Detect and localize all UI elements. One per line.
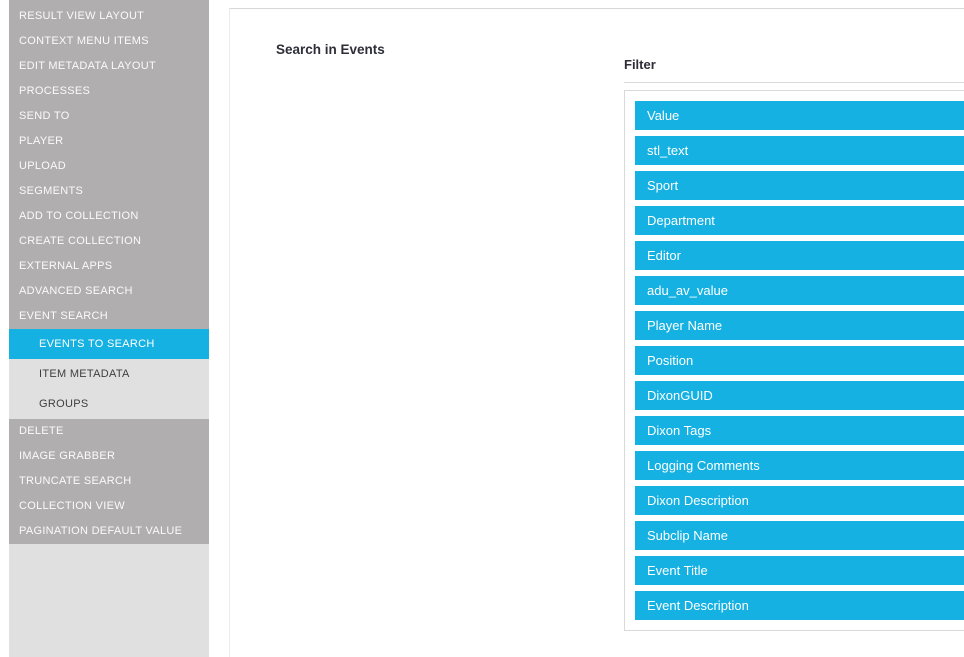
filter-label: Filter bbox=[624, 57, 656, 72]
filter-option-player-name[interactable]: Player Name bbox=[635, 311, 964, 340]
sidebar-item-delete[interactable]: DELETE bbox=[19, 425, 64, 437]
filter-option-adu-av-value[interactable]: adu_av_value bbox=[635, 276, 964, 305]
sidebar-subitem-events-to-search[interactable]: EVENTS TO SEARCH bbox=[9, 329, 209, 359]
sidebar-item-upload[interactable]: UPLOAD bbox=[19, 160, 67, 172]
sidebar-item-image-grabber[interactable]: IMAGE GRABBER bbox=[19, 450, 116, 462]
filter-option-department[interactable]: Department bbox=[635, 206, 964, 235]
sidebar-item-result-view-layout[interactable]: RESULT VIEW LAYOUT bbox=[19, 10, 145, 22]
section-title-search-in-events: Search in Events bbox=[276, 42, 385, 57]
sidebar-item-add-to-collection[interactable]: ADD TO COLLECTION bbox=[19, 210, 139, 222]
sidebar-section-bottom: DELETE IMAGE GRABBER TRUNCATE SEARCH COL… bbox=[9, 419, 209, 544]
filter-option-logging-comments[interactable]: Logging Comments bbox=[635, 451, 964, 480]
sidebar-item-event-search[interactable]: EVENT SEARCH bbox=[19, 310, 108, 322]
sidebar-item-player[interactable]: PLAYER bbox=[19, 135, 64, 147]
filter-section: Filter Value stl_text Sport Department E… bbox=[624, 9, 964, 657]
sidebar-item-advanced-search[interactable]: ADVANCED SEARCH bbox=[19, 285, 133, 297]
sidebar-item-segments[interactable]: SEGMENTS bbox=[19, 185, 84, 197]
filter-option-dixon-description[interactable]: Dixon Description bbox=[635, 486, 964, 515]
filter-option-dixon-tags[interactable]: Dixon Tags bbox=[635, 416, 964, 445]
sidebar-item-create-collection[interactable]: CREATE COLLECTION bbox=[19, 235, 142, 247]
sidebar-item-edit-metadata-layout[interactable]: EDIT METADATA LAYOUT bbox=[19, 60, 157, 72]
sidebar-item-context-menu-items[interactable]: CONTEXT MENU ITEMS bbox=[19, 35, 149, 47]
sidebar-subitem-groups[interactable]: GROUPS bbox=[9, 389, 209, 419]
settings-sidebar: RESULT VIEW LAYOUT CONTEXT MENU ITEMS ED… bbox=[9, 0, 209, 657]
sidebar-item-truncate-search[interactable]: TRUNCATE SEARCH bbox=[19, 475, 132, 487]
sidebar-item-pagination-default-value[interactable]: PAGINATION DEFAULT VALUE bbox=[19, 525, 183, 537]
sidebar-item-send-to[interactable]: SEND TO bbox=[19, 110, 70, 122]
filter-option-stl-text[interactable]: stl_text bbox=[635, 136, 964, 165]
sidebar-item-external-apps[interactable]: EXTERNAL APPS bbox=[19, 260, 113, 272]
filter-option-event-title[interactable]: Event Title bbox=[635, 556, 964, 585]
filter-option-sport[interactable]: Sport bbox=[635, 171, 964, 200]
sidebar-item-processes[interactable]: PROCESSES bbox=[19, 85, 91, 97]
content-panel: Search in Events Filter Value stl_text S… bbox=[229, 8, 964, 657]
filter-option-subclip-name[interactable]: Subclip Name bbox=[635, 521, 964, 550]
filter-options-list: Value stl_text Sport Department Editor a… bbox=[624, 90, 964, 631]
filter-option-editor[interactable]: Editor bbox=[635, 241, 964, 270]
sidebar-item-collection-view[interactable]: COLLECTION VIEW bbox=[19, 500, 125, 512]
filter-option-dixonguid[interactable]: DixonGUID bbox=[635, 381, 964, 410]
filter-underline bbox=[624, 82, 964, 83]
sidebar-subitem-item-metadata[interactable]: ITEM METADATA bbox=[9, 359, 209, 389]
filter-option-position[interactable]: Position bbox=[635, 346, 964, 375]
filter-option-event-description[interactable]: Event Description bbox=[635, 591, 964, 620]
filter-option-value[interactable]: Value bbox=[635, 101, 964, 130]
sidebar-section-top: RESULT VIEW LAYOUT CONTEXT MENU ITEMS ED… bbox=[9, 0, 209, 329]
